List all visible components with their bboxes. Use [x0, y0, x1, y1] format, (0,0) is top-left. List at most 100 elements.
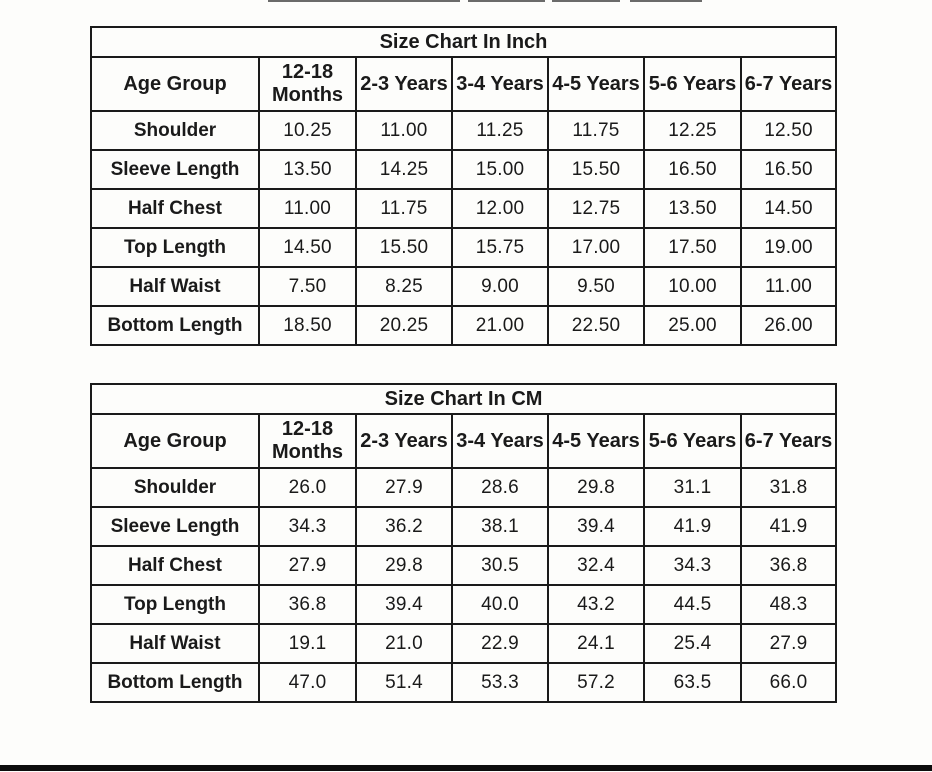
cell-value: 17.50	[643, 227, 742, 268]
cell-value: 15.50	[547, 149, 645, 190]
table-row-top-length: Top Length 14.50 15.50 15.75 17.00 17.50…	[90, 227, 838, 268]
cell-value: 41.9	[643, 506, 742, 547]
row-label: Bottom Length	[90, 305, 260, 346]
cell-value: 27.9	[739, 623, 838, 664]
column-header-3-4-years: 3-4 Years	[451, 413, 549, 469]
table-title-row: Size Chart In Inch	[89, 26, 838, 58]
cell-value: 12.25	[643, 110, 742, 151]
cell-value: 40.0	[451, 584, 549, 625]
table-row-sleeve-length: Sleeve Length 13.50 14.25 15.00 15.50 16…	[90, 149, 838, 190]
row-label: Half Chest	[90, 545, 260, 586]
table-row-shoulder: Shoulder 26.0 27.9 28.6 29.8 31.1 31.8	[90, 467, 838, 508]
cell-value: 32.4	[547, 545, 645, 586]
table-row-bottom-length: Bottom Length 47.0 51.4 53.3 57.2 63.5 6…	[90, 662, 838, 703]
cell-value: 16.50	[643, 149, 742, 190]
table-header-row: Age Group 12-18 Months 2-3 Years 3-4 Yea…	[90, 56, 838, 112]
column-header-5-6-years: 5-6 Years	[643, 56, 742, 112]
cell-value: 22.9	[451, 623, 549, 664]
cell-value: 21.0	[355, 623, 453, 664]
cropped-text-fragment	[268, 0, 460, 2]
table-row-bottom-length: Bottom Length 18.50 20.25 21.00 22.50 25…	[90, 305, 838, 346]
cell-value: 43.2	[547, 584, 645, 625]
cell-value: 12.50	[739, 110, 838, 151]
cell-value: 26.00	[739, 305, 838, 346]
cell-value: 22.50	[547, 305, 645, 346]
row-label: Shoulder	[90, 467, 260, 508]
column-header-3-4-years: 3-4 Years	[451, 56, 549, 112]
column-header-4-5-years: 4-5 Years	[547, 413, 645, 469]
table-row-half-chest: Half Chest 11.00 11.75 12.00 12.75 13.50…	[90, 188, 838, 229]
row-label: Half Chest	[90, 188, 260, 229]
cell-value: 29.8	[547, 467, 645, 508]
cell-value: 13.50	[258, 149, 357, 190]
cell-value: 12.75	[547, 188, 645, 229]
cropped-text-fragment	[630, 0, 702, 2]
cell-value: 44.5	[643, 584, 742, 625]
cell-value: 11.25	[451, 110, 549, 151]
cell-value: 11.75	[547, 110, 645, 151]
cell-value: 18.50	[258, 305, 357, 346]
table-title: Size Chart In Inch	[89, 26, 838, 58]
cell-value: 14.50	[739, 188, 838, 229]
row-label: Half Waist	[90, 266, 260, 307]
table-row-sleeve-length: Sleeve Length 34.3 36.2 38.1 39.4 41.9 4…	[90, 506, 838, 547]
cell-value: 34.3	[643, 545, 742, 586]
cell-value: 36.8	[739, 545, 838, 586]
cell-value: 12.00	[451, 188, 549, 229]
column-header-12-18-months: 12-18 Months	[258, 56, 357, 112]
table-row-top-length: Top Length 36.8 39.4 40.0 43.2 44.5 48.3	[90, 584, 838, 625]
column-header-6-7-years: 6-7 Years	[739, 56, 838, 112]
table-row-shoulder: Shoulder 10.25 11.00 11.25 11.75 12.25 1…	[90, 110, 838, 151]
cell-value: 16.50	[739, 149, 838, 190]
cropped-text-fragment	[552, 0, 620, 2]
cropped-title-remnant	[0, 0, 932, 3]
cell-value: 7.50	[258, 266, 357, 307]
cell-value: 13.50	[643, 188, 742, 229]
cell-value: 51.4	[355, 662, 453, 703]
bottom-divider-bar	[0, 765, 932, 771]
cell-value: 20.25	[355, 305, 453, 346]
cell-value: 36.8	[258, 584, 357, 625]
cell-value: 11.00	[258, 188, 357, 229]
cell-value: 11.00	[355, 110, 453, 151]
cell-value: 17.00	[547, 227, 645, 268]
column-header-6-7-years: 6-7 Years	[739, 413, 838, 469]
cell-value: 63.5	[643, 662, 742, 703]
cell-value: 10.25	[258, 110, 357, 151]
cell-value: 57.2	[547, 662, 645, 703]
row-label: Sleeve Length	[90, 149, 260, 190]
row-label: Top Length	[90, 227, 260, 268]
cell-value: 41.9	[739, 506, 838, 547]
cell-value: 53.3	[451, 662, 549, 703]
cell-value: 25.00	[643, 305, 742, 346]
cell-value: 11.75	[355, 188, 453, 229]
cell-value: 9.50	[547, 266, 645, 307]
cell-value: 47.0	[258, 662, 357, 703]
table-row-half-waist: Half Waist 19.1 21.0 22.9 24.1 25.4 27.9	[90, 623, 838, 664]
column-header-2-3-years: 2-3 Years	[355, 413, 453, 469]
table-title-row: Size Chart In CM	[89, 383, 838, 415]
row-label: Top Length	[90, 584, 260, 625]
cell-value: 11.00	[739, 266, 838, 307]
cell-value: 36.2	[355, 506, 453, 547]
cell-value: 31.1	[643, 467, 742, 508]
cell-value: 8.25	[355, 266, 453, 307]
cell-value: 27.9	[355, 467, 453, 508]
row-label: Half Waist	[90, 623, 260, 664]
cell-value: 31.8	[739, 467, 838, 508]
cell-value: 30.5	[451, 545, 549, 586]
cell-value: 15.00	[451, 149, 549, 190]
column-header-2-3-years: 2-3 Years	[355, 56, 453, 112]
cell-value: 14.25	[355, 149, 453, 190]
cell-value: 9.00	[451, 266, 549, 307]
cell-value: 14.50	[258, 227, 357, 268]
cell-value: 15.75	[451, 227, 549, 268]
cell-value: 38.1	[451, 506, 549, 547]
size-chart-inch-table: Size Chart In Inch Age Group 12-18 Month…	[89, 26, 838, 346]
cell-value: 48.3	[739, 584, 838, 625]
column-header-age-group: Age Group	[90, 413, 260, 469]
cell-value: 28.6	[451, 467, 549, 508]
cell-value: 19.1	[258, 623, 357, 664]
cell-value: 66.0	[739, 662, 838, 703]
